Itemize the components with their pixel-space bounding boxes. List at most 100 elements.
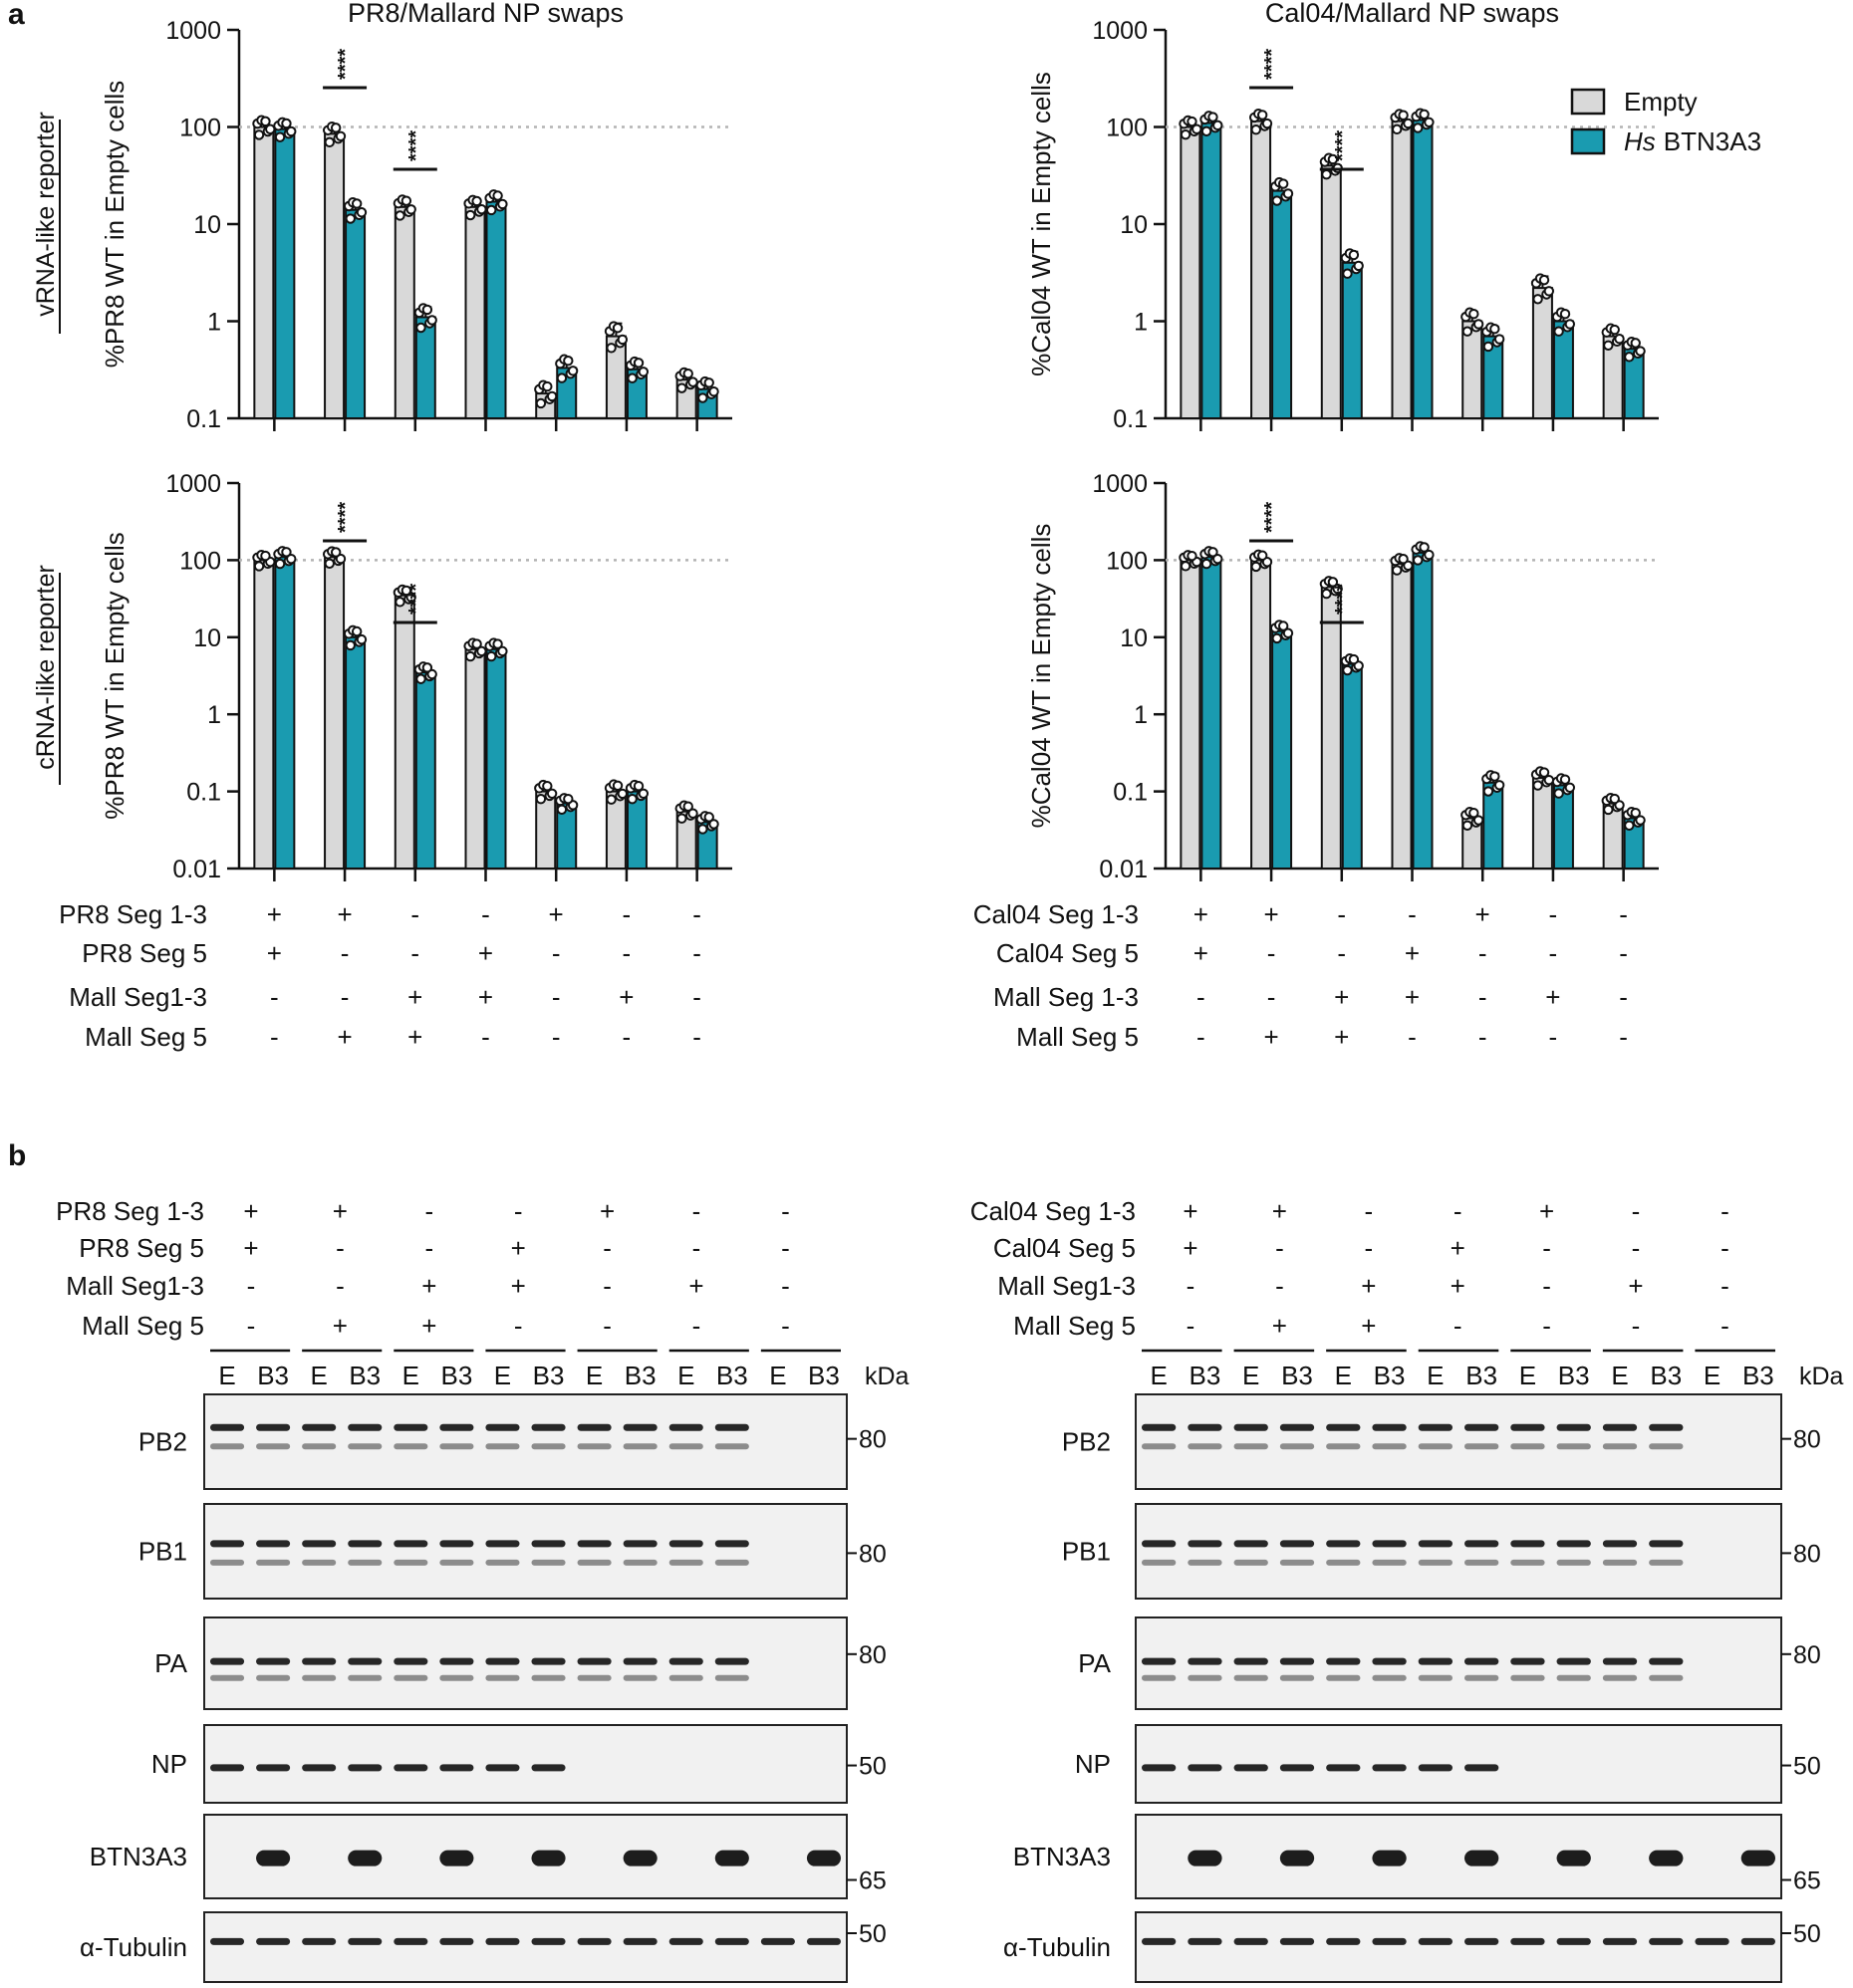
blot-band: [210, 1674, 245, 1681]
y-tick-label: 0.1: [1113, 779, 1148, 807]
condition-label: Cal04 Seg 5: [993, 1233, 1136, 1263]
blot-band: [1510, 1559, 1545, 1566]
legend: Empty Hs BTN3A3: [1570, 87, 1761, 156]
minus-sign: -: [1275, 1271, 1284, 1301]
replicate-point: [253, 129, 265, 140]
blot-band: [302, 1540, 337, 1548]
replicate-point: [638, 367, 650, 377]
lane-label-b3: B3: [1190, 1361, 1221, 1390]
blot-band: [210, 1443, 245, 1450]
blot-band: [394, 1657, 428, 1665]
y-tick-label: 1000: [1092, 17, 1148, 45]
panel-b-label: b: [8, 1139, 26, 1172]
blot-band: [668, 1443, 703, 1450]
minus-sign: -: [623, 938, 632, 968]
significance-label: ****: [1261, 49, 1283, 80]
replicate-point: [486, 650, 497, 662]
row-label-vrna: vRNA-like reporter: [32, 112, 60, 317]
blot-band: [623, 1443, 658, 1450]
replicate-point: [351, 198, 363, 209]
plus-sign: +: [688, 1271, 703, 1301]
blot-band: [485, 1674, 520, 1681]
blot-label: α-Tubulin: [80, 1932, 187, 1962]
replicate-point: [638, 788, 650, 799]
blot-band: [394, 1559, 428, 1566]
blot-band: [302, 1764, 337, 1772]
plus-sign: +: [1183, 1233, 1197, 1263]
blot-band: [1556, 1423, 1591, 1431]
minus-sign: -: [1619, 982, 1628, 1012]
blot-band: [256, 1657, 291, 1665]
minus-sign: -: [1632, 1233, 1641, 1263]
blot-band: [623, 1657, 658, 1665]
replicate-point: [324, 558, 335, 569]
plus-sign: +: [478, 982, 493, 1012]
minus-sign: -: [1187, 1271, 1195, 1301]
blot-band: [1418, 1764, 1453, 1772]
replicate-point: [1468, 308, 1479, 320]
replicate-point: [556, 804, 568, 815]
condition-label: Cal04 Seg 5: [996, 938, 1139, 968]
condition-label: Mall Seg1-3: [997, 1271, 1136, 1301]
y-tick-label: 100: [179, 115, 221, 142]
blot-band: [439, 1850, 474, 1866]
blot-band: [714, 1540, 749, 1548]
replicate-point: [1624, 352, 1635, 363]
blot-band: [1372, 1764, 1407, 1772]
replicate-point: [476, 203, 487, 215]
blot-band: [1188, 1764, 1222, 1772]
blot-band: [1556, 1937, 1591, 1945]
plus-sign: +: [549, 899, 564, 929]
minus-sign: -: [623, 1022, 632, 1052]
plus-sign: +: [407, 1022, 422, 1052]
replicate-point: [1603, 804, 1614, 816]
blot-band: [1418, 1423, 1453, 1431]
blot-band: [1188, 1540, 1222, 1548]
replicate-point: [274, 131, 286, 142]
minus-sign: -: [336, 1233, 345, 1263]
replicate-point: [1187, 550, 1197, 562]
replicate-point: [1200, 558, 1212, 570]
minus-sign: -: [692, 1311, 701, 1341]
plus-sign: +: [511, 1271, 526, 1301]
blot-band: [439, 1559, 474, 1566]
blot-band: [1279, 1443, 1315, 1450]
blot-band: [348, 1764, 383, 1772]
blot-band: [302, 1657, 337, 1665]
minus-sign: -: [1337, 938, 1346, 968]
minus-sign: -: [1478, 1022, 1487, 1052]
replicate-point: [535, 397, 547, 409]
blot-band: [577, 1423, 612, 1431]
y-tick-label: 1000: [165, 470, 221, 498]
replicate-point: [627, 373, 638, 383]
replicate-point: [1342, 268, 1353, 279]
minus-sign: -: [1619, 1022, 1628, 1052]
blot-band: [1464, 1559, 1499, 1566]
blot-band: [760, 1937, 795, 1945]
blot-band: [806, 1937, 841, 1945]
conditions-a-cal04: Cal04 Seg 1-3 + + - - + - - Cal04 Seg 5 + - - + - - - Ma…: [973, 899, 1628, 1052]
replicate-point: [1624, 820, 1635, 831]
blot-band: [1372, 1657, 1407, 1665]
blot-band: [1556, 1559, 1591, 1566]
bar-empty: [324, 556, 346, 870]
replicate-point: [345, 213, 356, 224]
legend-empty-swatch: [1570, 88, 1606, 116]
marker-label: 80: [1793, 1540, 1821, 1568]
kda-label: kDa: [1799, 1363, 1844, 1390]
blot-band: [1464, 1657, 1499, 1665]
replicate-point: [471, 195, 482, 207]
replicate-point: [1348, 653, 1360, 665]
blot-band: [531, 1937, 566, 1945]
replicate-point: [253, 561, 265, 572]
blot-band: [1372, 1423, 1407, 1431]
minus-sign: -: [603, 1233, 612, 1263]
blot-band: [1649, 1559, 1684, 1566]
blot-band: [256, 1423, 291, 1431]
blot-band: [1142, 1937, 1177, 1945]
blot-label: PB1: [138, 1537, 187, 1567]
minus-sign: -: [424, 1233, 433, 1263]
minus-sign: -: [1549, 938, 1558, 968]
replicate-point: [703, 377, 714, 388]
y-axis-label: %PR8 WT in Empty cells: [100, 532, 130, 819]
